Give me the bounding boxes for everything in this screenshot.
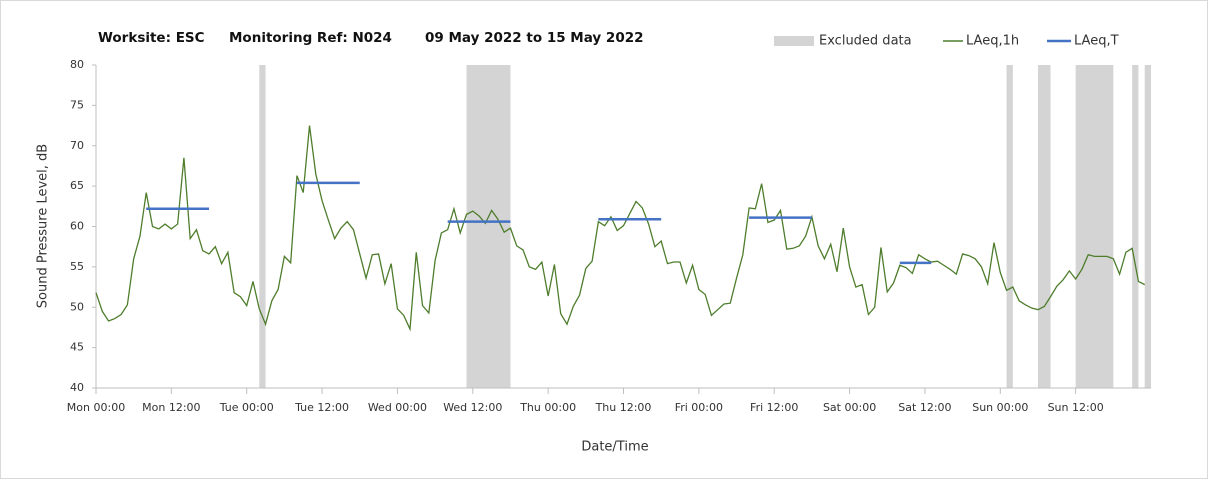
x-tick-label: Sat 00:00 — [823, 401, 876, 414]
x-axis-title: Date/Time — [581, 440, 648, 455]
y-tick-label: 40 — [70, 381, 84, 394]
legend-label: LAeq,1h — [966, 34, 1019, 49]
x-tick-label: Thu 12:00 — [595, 401, 652, 414]
excluded-band — [1006, 65, 1013, 388]
legend-swatch — [774, 36, 814, 46]
x-tick-label: Sat 12:00 — [898, 401, 951, 414]
x-tick-label: Tue 00:00 — [219, 401, 274, 414]
excluded-band — [259, 65, 266, 388]
y-tick-label: 80 — [70, 58, 84, 71]
x-tick-label: Sun 00:00 — [972, 401, 1028, 414]
legend-label: Excluded data — [819, 34, 912, 49]
y-axis-title: Sound Pressure Level, dB — [36, 144, 51, 308]
excluded-band — [1037, 65, 1051, 388]
x-tick-label: Mon 00:00 — [67, 401, 125, 414]
excluded-band — [1075, 65, 1114, 388]
y-tick-label: 45 — [70, 341, 84, 354]
excluded-band — [1132, 65, 1139, 388]
chart-title: Monitoring Ref: N024 — [229, 30, 392, 46]
x-tick-label: Sun 12:00 — [1048, 401, 1104, 414]
x-tick-label: Wed 12:00 — [443, 401, 502, 414]
excluded-band — [466, 65, 511, 388]
x-tick-label: Tue 12:00 — [294, 401, 349, 414]
y-tick-label: 60 — [70, 220, 84, 233]
excluded-band — [1144, 65, 1151, 388]
y-tick-label: 50 — [70, 300, 84, 313]
y-tick-label: 65 — [70, 179, 84, 192]
x-tick-label: Fri 12:00 — [750, 401, 798, 414]
x-tick-label: Fri 00:00 — [675, 401, 723, 414]
legend-label: LAeq,T — [1074, 34, 1119, 49]
chart-title: 09 May 2022 to 15 May 2022 — [425, 30, 644, 46]
x-tick-label: Thu 00:00 — [519, 401, 576, 414]
chart-title: Worksite: ESC — [98, 30, 205, 46]
y-tick-label: 55 — [70, 260, 84, 273]
x-tick-label: Wed 00:00 — [368, 401, 427, 414]
x-tick-label: Mon 12:00 — [142, 401, 200, 414]
series-line — [95, 125, 1146, 332]
y-tick-label: 70 — [70, 139, 84, 152]
y-tick-label: 75 — [70, 98, 84, 111]
